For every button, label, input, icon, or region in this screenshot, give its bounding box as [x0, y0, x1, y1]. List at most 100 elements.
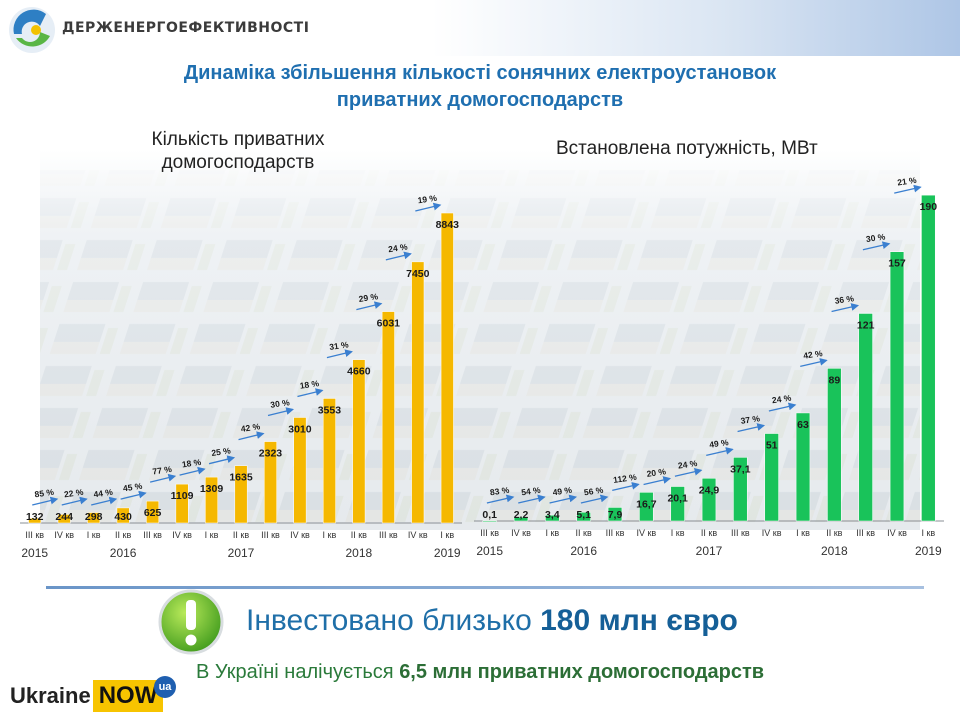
households-growth-label: 45 % — [122, 481, 143, 494]
households-growth-arrow — [356, 301, 383, 311]
capacity-growth-arrow — [643, 476, 672, 486]
capacity-value-label: 89 — [828, 374, 840, 386]
capacity-bar — [607, 507, 623, 522]
households-year-label: 2016 — [110, 546, 137, 560]
households-category-label: IV кв — [290, 530, 310, 540]
capacity-category-label: I кв — [671, 528, 685, 538]
capacity-value-label: 121 — [857, 319, 875, 331]
households-growth-label: 77 % — [152, 464, 173, 477]
households-growth-arrow — [61, 496, 88, 506]
capacity-growth-label: 20 % — [646, 466, 667, 479]
households-growth-arrow — [208, 455, 236, 465]
households-bar — [205, 476, 218, 524]
households-value-label: 298 — [85, 511, 103, 523]
households-growth-label: 18 % — [181, 457, 202, 470]
households-growth-label: 44 % — [93, 487, 114, 500]
households-category-label: II кв — [351, 530, 367, 540]
households-bar — [381, 311, 395, 524]
households-chart: 132 III кв 244 IV кв 298 I кв 430 II кв 625 III к… — [20, 193, 462, 560]
capacity-value-label: 51 — [766, 440, 778, 452]
households-value-label: 8843 — [436, 219, 460, 231]
capacity-growth-arrow — [549, 494, 578, 504]
capacity-category-label: IV кв — [762, 528, 782, 538]
households-value-label: 1109 — [171, 490, 194, 502]
capacity-bar — [545, 514, 560, 522]
households-category-label: I кв — [205, 530, 219, 540]
capacity-growth-arrow — [486, 494, 515, 504]
capacity-bar — [701, 478, 717, 522]
households-bar — [411, 261, 425, 524]
capacity-bar — [639, 492, 654, 522]
households-chart-title: Кількість приватних домогосподарств — [151, 129, 325, 173]
households-statement: В Україні налічується 6,5 млн приватних … — [196, 661, 764, 684]
households-amount: 6,5 млн приватних домогосподарств — [399, 661, 765, 683]
capacity-bar — [764, 433, 779, 522]
households-value-label: 6031 — [377, 318, 401, 330]
households-bar — [352, 359, 366, 524]
capacity-value-label: 5,1 — [576, 509, 591, 521]
households-category-label: I кв — [440, 530, 454, 540]
capacity-bar — [576, 512, 591, 522]
households-growth-label: 31 % — [329, 339, 350, 352]
households-category-label: II кв — [233, 530, 249, 540]
households-growth-arrow — [120, 490, 147, 500]
capacity-category-label: I кв — [545, 528, 559, 538]
capacity-growth-arrow — [894, 184, 922, 194]
households-value-label: 430 — [114, 511, 132, 523]
capacity-bar — [513, 516, 529, 522]
households-bar — [440, 212, 454, 524]
header-bar — [0, 0, 960, 56]
households-value-label: 1635 — [229, 472, 253, 484]
households-growth-arrow — [297, 388, 324, 398]
capacity-year-label: 2015 — [476, 544, 503, 558]
households-category-label: I кв — [87, 530, 101, 540]
capacity-bar — [858, 313, 873, 522]
capacity-category-label: I кв — [796, 528, 810, 538]
households-growth-label: 29 % — [358, 291, 379, 304]
brand-box: NOW — [92, 680, 164, 712]
capacity-growth-label: 49 % — [552, 485, 573, 498]
page-title-line-1: Динаміка збільшення кількості сонячних е… — [183, 62, 777, 84]
capacity-value-label: 0,1 — [482, 509, 497, 521]
capacity-value-label: 7,9 — [608, 509, 623, 521]
households-growth-arrow — [385, 251, 412, 261]
households-bar — [175, 483, 189, 524]
households-category-label: II кв — [115, 530, 131, 540]
households-bar — [116, 507, 130, 524]
capacity-growth-arrow — [862, 241, 891, 251]
capacity-category-label: I кв — [921, 528, 935, 538]
exclamation-icon — [158, 589, 224, 655]
households-bar — [264, 441, 277, 524]
households-bar — [57, 514, 71, 524]
capacity-growth-arrow — [518, 494, 546, 504]
capacity-growth-arrow — [800, 358, 828, 367]
households-category-label: I кв — [323, 530, 337, 540]
households-bar — [28, 518, 42, 524]
households-year-label: 2018 — [346, 546, 373, 560]
capacity-growth-arrow — [612, 482, 640, 491]
capacity-year-label: 2017 — [696, 544, 723, 558]
households-category-label: III кв — [143, 530, 162, 540]
households-year-label: 2017 — [228, 546, 255, 560]
capacity-growth-label: 30 % — [865, 231, 886, 244]
page-title: Динаміка збільшення кількості сонячних е… — [0, 60, 960, 114]
households-growth-arrow — [32, 496, 59, 506]
households-category-label: IV кв — [172, 530, 192, 540]
capacity-year-label: 2018 — [821, 544, 848, 558]
households-bar — [146, 500, 160, 524]
capacity-growth-arrow — [674, 467, 703, 477]
households-year-label: 2019 — [434, 546, 461, 560]
investment-statement: Інвестовано близько 180 млн євро — [246, 604, 738, 638]
brand-badge: ua — [154, 676, 176, 698]
capacity-category-label: III кв — [606, 528, 625, 538]
capacity-bar — [827, 368, 842, 522]
households-value-label: 1309 — [200, 483, 224, 495]
capacity-bar — [733, 457, 748, 522]
capacity-growth-label: 21 % — [897, 175, 918, 188]
households-value-label: 3010 — [288, 423, 312, 435]
households-growth-label: 19 % — [417, 193, 438, 206]
households-category-label: III кв — [261, 530, 280, 540]
households-value-label: 244 — [55, 511, 73, 523]
households-growth-arrow — [267, 407, 295, 417]
